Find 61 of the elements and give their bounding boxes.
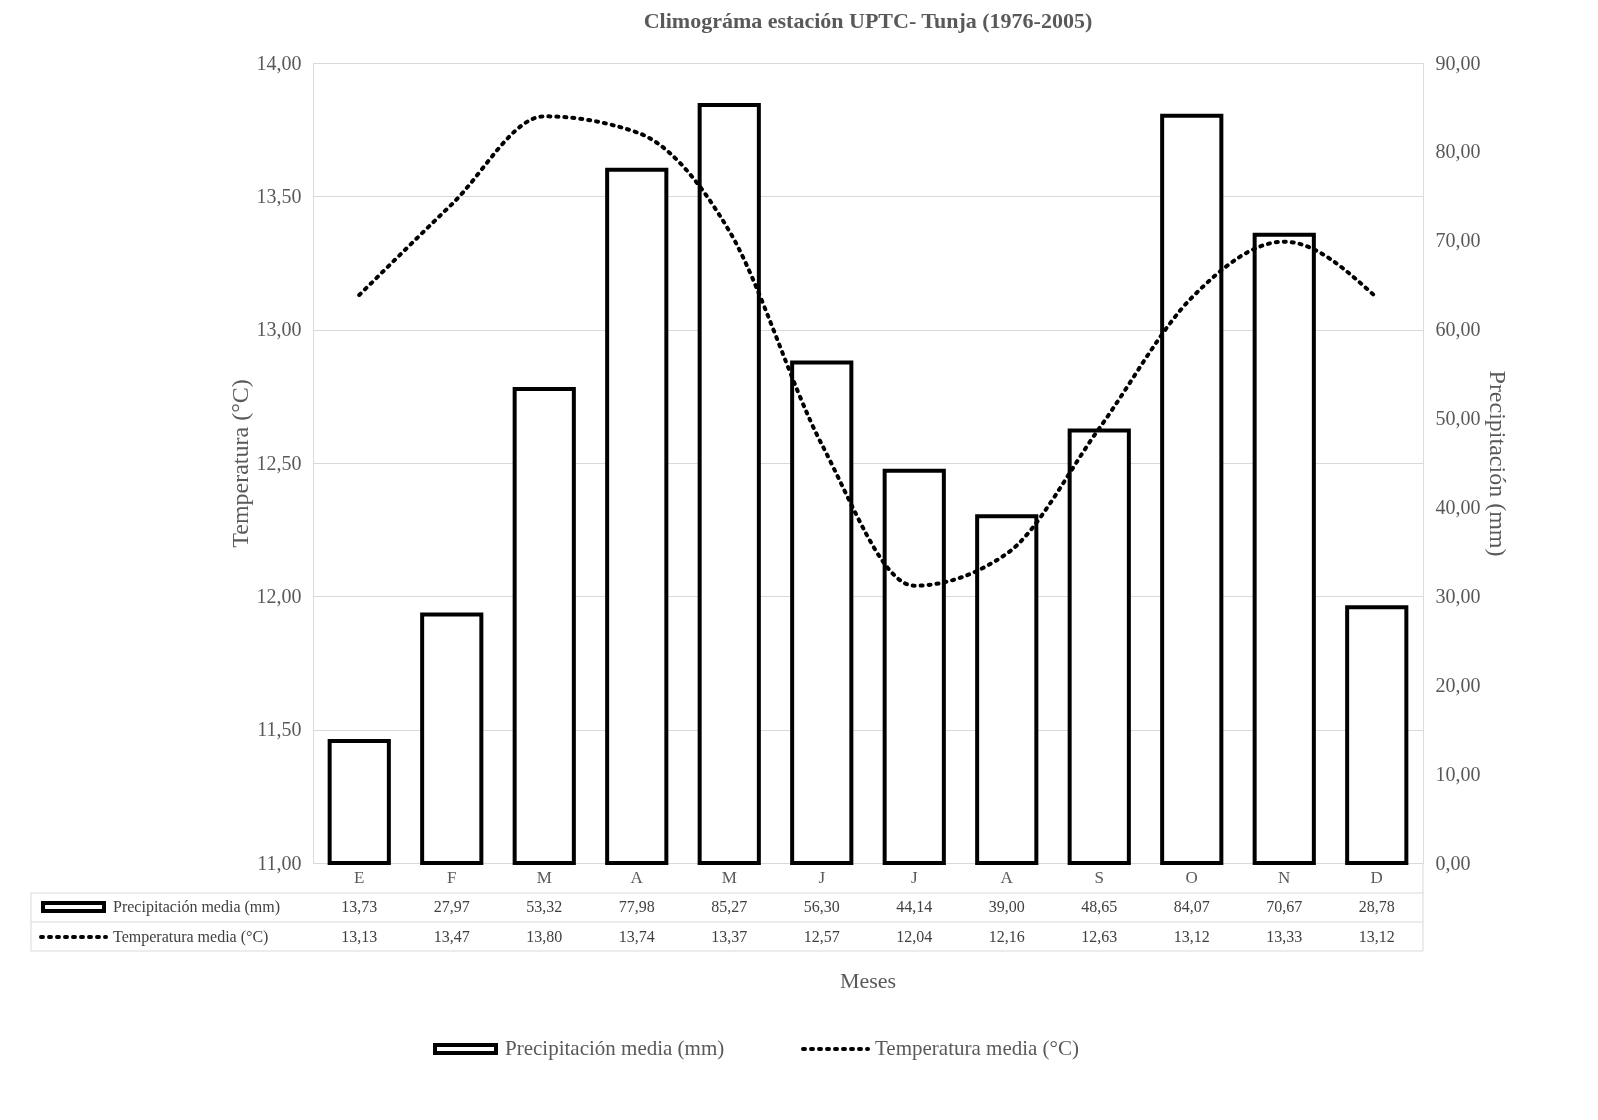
data-label: 77,98 <box>618 898 655 915</box>
data-label: 13,12 <box>1358 928 1395 945</box>
x-tick-label: M <box>721 867 737 887</box>
y-tick-label: 12,50 <box>256 451 302 474</box>
x-tick-label: J <box>910 867 918 887</box>
data-label: 13,47 <box>433 928 470 945</box>
data-label: 12,04 <box>896 928 933 945</box>
data-label: 70,67 <box>1266 898 1303 915</box>
y-tick-label: 11,00 <box>257 851 302 874</box>
x-tick-label: D <box>1370 867 1383 887</box>
data-label: 13,73 <box>341 898 378 915</box>
y2-tick-label: 90,00 <box>1435 51 1481 74</box>
data-label: 13,80 <box>526 928 563 945</box>
data-label: 85,27 <box>711 898 748 915</box>
y-tick-label: 13,00 <box>256 318 302 341</box>
y-tick-label: 13,50 <box>256 184 302 207</box>
y2-axis-title: Precipitación (mm) <box>1484 370 1511 557</box>
y-axis-title: Temperatura (°C) <box>226 379 253 548</box>
data-label: 13,33 <box>1266 928 1303 945</box>
x-tick-label: N <box>1278 867 1291 887</box>
y-tick-label: 12,00 <box>256 584 302 607</box>
x-tick-label: S <box>1094 867 1104 887</box>
y2-tick-label: 30,00 <box>1435 584 1481 607</box>
data-label: 13,37 <box>711 928 748 945</box>
data-label: 12,63 <box>1081 928 1118 945</box>
y2-tick-label: 10,00 <box>1435 762 1481 785</box>
x-axis-title: Meses <box>839 968 897 993</box>
data-label: 13,13 <box>341 928 378 945</box>
y2-tick-label: 60,00 <box>1435 318 1481 341</box>
y2-tick-label: 50,00 <box>1435 407 1481 430</box>
data-label: 53,32 <box>526 898 563 915</box>
y2-tick-label: 0,00 <box>1435 851 1471 874</box>
x-tick-label: E <box>354 867 365 887</box>
data-label: 12,57 <box>803 928 840 945</box>
data-label: 12,16 <box>988 928 1025 945</box>
data-label: 48,65 <box>1081 898 1118 915</box>
legend-label: Precipitación media (mm) <box>113 898 281 916</box>
x-tick-label: M <box>536 867 552 887</box>
y2-tick-label: 20,00 <box>1435 673 1481 696</box>
x-tick-label: A <box>1000 867 1014 887</box>
chart-title: Climográma estación UPTC- Tunja (1976-2005) <box>643 8 1093 33</box>
data-label: 56,30 <box>803 898 840 915</box>
x-tick-label: O <box>1185 867 1198 887</box>
data-label: 28,78 <box>1358 898 1395 915</box>
y-tick-label: 11,50 <box>257 718 302 741</box>
y2-tick-label: 70,00 <box>1435 229 1481 252</box>
data-label: 13,12 <box>1173 928 1210 945</box>
data-label: 27,97 <box>433 898 470 915</box>
y-tick-label: 14,00 <box>256 51 302 74</box>
data-label: 13,74 <box>618 928 655 945</box>
x-tick-label: F <box>447 867 457 887</box>
text: Precipitación media (mm) <box>505 1036 725 1060</box>
data-label: 44,14 <box>896 898 933 915</box>
text: Temperatura media (°C) <box>875 1036 1080 1060</box>
x-tick-label: J <box>818 867 826 887</box>
data-label: 84,07 <box>1173 898 1210 915</box>
y2-tick-label: 40,00 <box>1435 495 1481 518</box>
data-label: 39,00 <box>988 898 1025 915</box>
y2-tick-label: 80,00 <box>1435 140 1481 163</box>
x-tick-label: A <box>630 867 644 887</box>
legend-label: Temperatura media (°C) <box>113 928 269 946</box>
